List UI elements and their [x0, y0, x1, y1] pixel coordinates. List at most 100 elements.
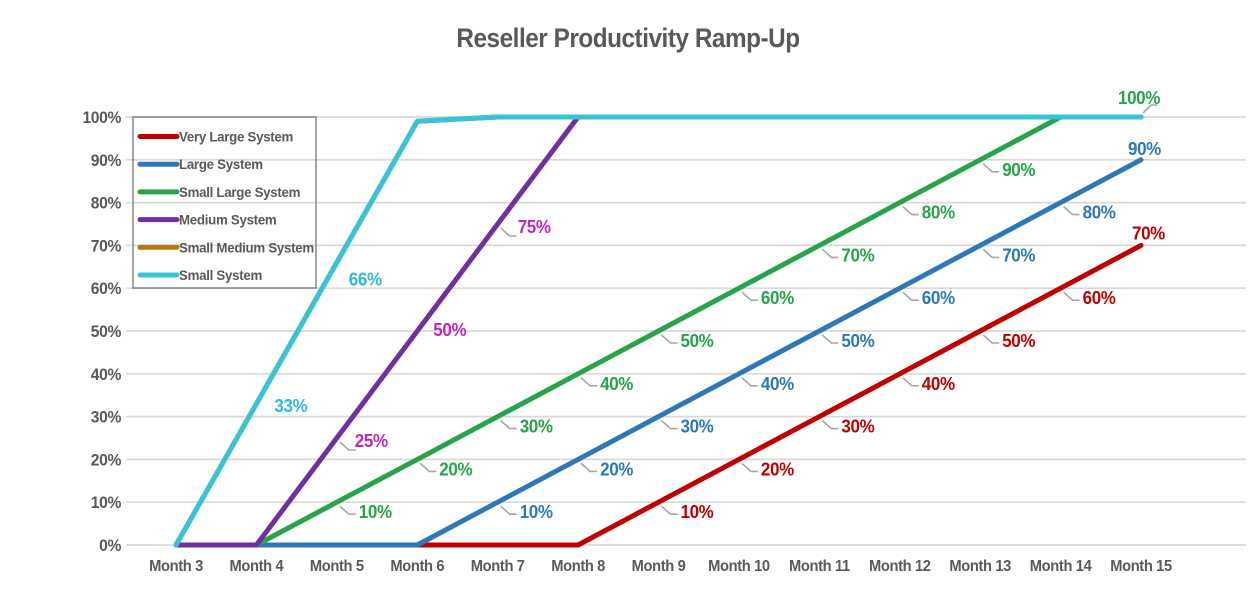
- y-tick-label-80: 80%: [91, 194, 122, 213]
- y-tick-label-100: 100%: [82, 108, 121, 127]
- label-leader-line: [1063, 206, 1080, 216]
- x-tick-label-month-4: Month 4: [230, 557, 285, 575]
- x-tick-label-month-15: Month 15: [1110, 557, 1172, 575]
- data-label-large-system-30-: 30%: [681, 416, 715, 437]
- label-leader-line: [902, 206, 919, 216]
- data-label-large-system-90-: 90%: [1128, 138, 1162, 159]
- x-tick-label-month-3: Month 3: [149, 557, 203, 575]
- series-line-small-system: [173, 114, 1144, 548]
- legend-box: [132, 116, 317, 289]
- data-label-small-large-system-90-: 90%: [1002, 159, 1036, 180]
- x-tick-label-month-8: Month 8: [551, 557, 606, 575]
- data-labels: 10% 20% 30% 40% 50% 60% 70% 10% 20% 30% 40% 50% 60% 7…: [274, 87, 1165, 522]
- label-leader-line: [741, 377, 758, 387]
- label-leader-line: [982, 334, 1000, 344]
- data-label-large-system-80-: 80%: [1083, 202, 1117, 223]
- label-leader-line: [660, 420, 678, 430]
- legend-label-medium-system: Medium System: [179, 212, 277, 227]
- x-tick-label-month-7: Month 7: [471, 557, 525, 575]
- x-tick-label-month-12: Month 12: [869, 557, 931, 575]
- series-line-small-large-system: [253, 114, 1144, 548]
- data-label-large-system-20-: 20%: [600, 459, 634, 480]
- y-tick-label-90: 90%: [91, 151, 122, 170]
- label-leader-line: [982, 163, 1000, 173]
- y-tick-label-20: 20%: [91, 451, 122, 470]
- x-axis-labels: Month 3 Month 4 Month 5 Month 6 Month 7 Month…: [149, 557, 1173, 575]
- data-label-small-large-system-50-: 50%: [681, 330, 715, 351]
- y-tick-label-50: 50%: [91, 322, 122, 341]
- x-tick-label-month-14: Month 14: [1030, 557, 1092, 575]
- data-label-large-system-70-: 70%: [1002, 245, 1036, 266]
- label-leader-line: [821, 420, 839, 430]
- label-leader-line: [982, 248, 1000, 259]
- x-tick-label-month-5: Month 5: [310, 557, 365, 575]
- data-label-large-system-10-: 10%: [520, 502, 554, 523]
- data-label-large-system-50-: 50%: [841, 330, 875, 351]
- data-label-large-system-40-: 40%: [761, 373, 795, 394]
- data-label-very-large-system-30-: 30%: [841, 416, 875, 437]
- data-label-large-system-60-: 60%: [922, 288, 956, 309]
- legend-label-small-system: Small System: [179, 268, 262, 283]
- label-leader-line: [339, 441, 356, 451]
- data-label-small-large-system-70-: 70%: [841, 245, 875, 266]
- x-tick-label-month-10: Month 10: [708, 557, 770, 575]
- label-leader-line: [580, 377, 598, 387]
- series-line-large-system: [253, 157, 1144, 548]
- x-tick-label-month-6: Month 6: [390, 557, 444, 575]
- y-tick-label-0: 0%: [99, 536, 122, 555]
- legend: Very Large System Large System Small Large…: [132, 116, 317, 289]
- legend-label-small-medium-system: Small Medium System: [179, 240, 314, 255]
- label-leader-line: [1063, 291, 1080, 301]
- label-leader-line: [902, 291, 919, 301]
- data-label-very-large-system-40-: 40%: [922, 373, 956, 394]
- data-label-small-system-33-: 33%: [274, 395, 308, 416]
- x-tick-label-month-13: Month 13: [949, 557, 1011, 575]
- data-label-small-large-system-30-: 30%: [520, 416, 554, 437]
- label-leader-line: [500, 420, 517, 430]
- x-tick-label-month-11: Month 11: [789, 557, 851, 575]
- legend-label-large-system: Large System: [179, 157, 263, 172]
- label-leader-line: [821, 248, 839, 259]
- data-label-very-large-system-70-: 70%: [1132, 223, 1166, 244]
- data-label-small-large-system-60-: 60%: [761, 288, 795, 309]
- legend-label-very-large-system: Very Large System: [179, 129, 293, 144]
- data-label-medium-system-75-: 75%: [518, 216, 552, 237]
- label-leader-line: [500, 227, 517, 237]
- y-tick-label-70: 70%: [91, 237, 122, 256]
- data-label-small-large-system-40-: 40%: [600, 373, 634, 394]
- label-leader-line: [821, 334, 839, 344]
- label-leader-line: [660, 505, 678, 515]
- label-leader-line: [500, 505, 517, 515]
- y-tick-label-40: 40%: [91, 365, 122, 384]
- y-axis-labels: 0% 10% 20% 30% 40% 50% 60% 70% 80% 90% 100%: [82, 108, 122, 555]
- data-label-very-large-system-50-: 50%: [1002, 330, 1036, 351]
- y-tick-label-10: 10%: [91, 494, 122, 513]
- data-label-small-large-system-80-: 80%: [922, 202, 956, 223]
- data-label-very-large-system-60-: 60%: [1083, 288, 1117, 309]
- series-line-very-large-system: [414, 242, 1144, 548]
- label-leader-line: [660, 334, 678, 344]
- data-label-medium-system-25-: 25%: [355, 430, 389, 451]
- series-lines: [173, 114, 1144, 548]
- data-label-small-system-66-: 66%: [349, 269, 383, 290]
- label-leader-line: [580, 462, 598, 473]
- data-label-very-large-system-20-: 20%: [761, 459, 795, 480]
- data-label-very-large-system-10-: 10%: [681, 502, 715, 523]
- label-leader-line: [419, 462, 437, 473]
- data-label-small-large-system-100-: 100%: [1118, 87, 1161, 108]
- label-leader-line: [902, 377, 919, 387]
- y-tick-label-30: 30%: [91, 408, 122, 427]
- data-label-small-large-system-20-: 20%: [439, 459, 473, 480]
- chart-title: Reseller Productivity Ramp-Up: [456, 24, 799, 53]
- label-leader-line: [741, 462, 758, 473]
- label-leader-line: [1142, 104, 1158, 114]
- y-tick-label-60: 60%: [91, 280, 122, 299]
- label-leader-line: [741, 291, 758, 301]
- data-label-medium-system-50-: 50%: [433, 319, 467, 340]
- legend-label-small-large-system: Small Large System: [179, 185, 300, 200]
- label-leader-line: [339, 505, 356, 515]
- x-tick-label-month-9: Month 9: [632, 557, 686, 575]
- data-label-small-large-system-10-: 10%: [359, 502, 393, 523]
